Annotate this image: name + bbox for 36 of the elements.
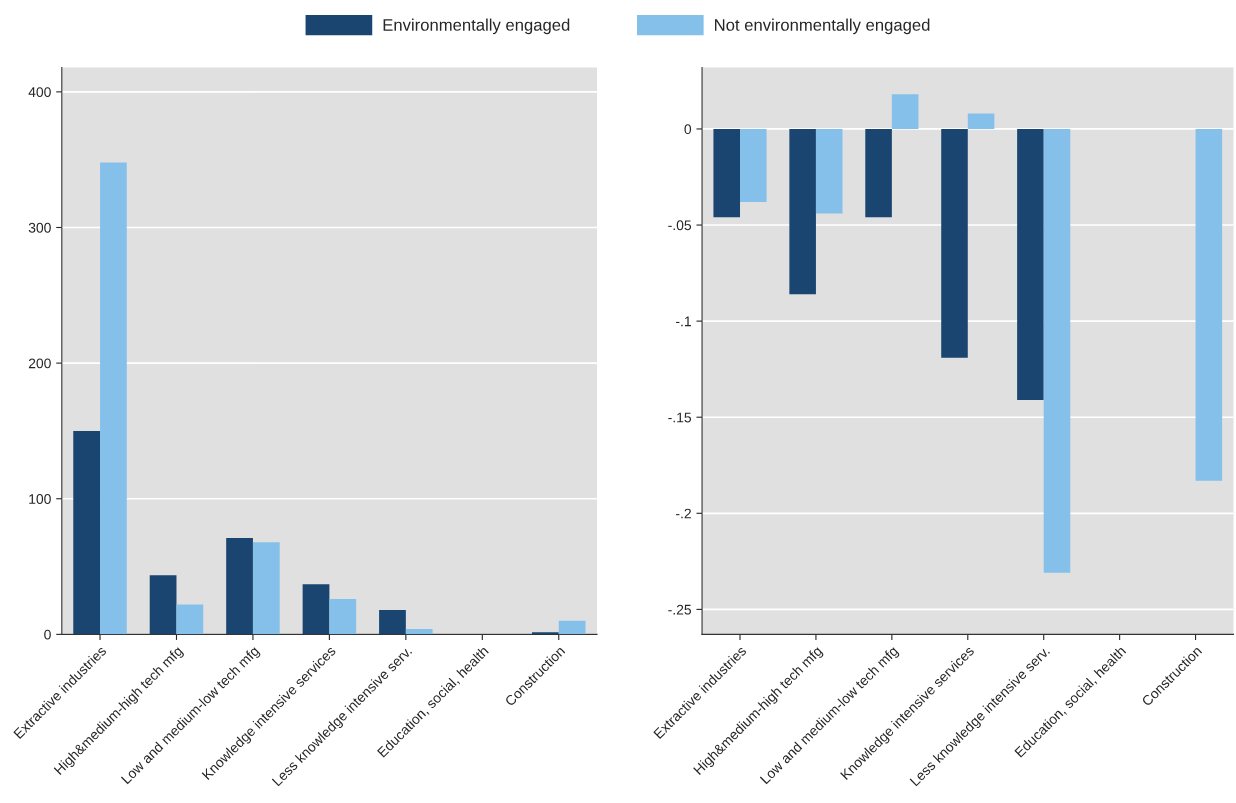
bar (405, 628, 433, 635)
legend-label: Environmentally engaged (383, 18, 570, 35)
bar (941, 128, 968, 358)
bar (252, 542, 280, 635)
bar (73, 430, 101, 635)
y-tick-label: 300 (28, 222, 51, 233)
bar (789, 128, 816, 295)
bar (865, 128, 892, 218)
bar (891, 94, 919, 129)
bar (1195, 128, 1223, 481)
y-tick-label: 0 (44, 629, 51, 640)
bar (379, 609, 406, 635)
y-tick-label: 200 (28, 358, 51, 369)
legend-label: Not environmentally engaged (715, 18, 930, 35)
bar (1043, 128, 1071, 573)
bar (713, 128, 741, 218)
bar (329, 599, 357, 635)
y-tick-label: -.15 (668, 412, 692, 423)
y-tick-label: -.1 (676, 316, 691, 327)
bar (740, 128, 767, 202)
bar (532, 632, 559, 635)
y-tick-label: -.25 (668, 604, 692, 615)
y-tick-label: 100 (29, 494, 51, 504)
y-tick-label: 400 (28, 87, 51, 98)
bar (302, 584, 330, 635)
y-tick-label: 0 (684, 124, 692, 135)
bar (967, 113, 995, 129)
bar (149, 575, 177, 635)
bar (100, 162, 127, 635)
bar (226, 538, 253, 635)
bar (815, 128, 843, 214)
bar (176, 604, 204, 635)
y-tick-label: -.2 (676, 508, 691, 519)
y-tick-label: -.05 (668, 220, 692, 231)
bar (1017, 128, 1044, 400)
bar (558, 620, 586, 635)
